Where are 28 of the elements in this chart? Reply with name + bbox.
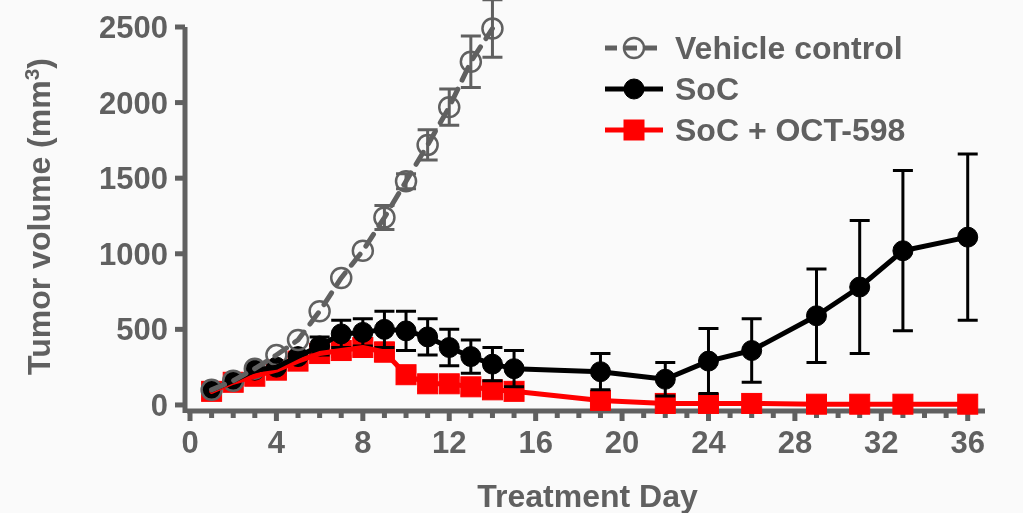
x-axis-title: Treatment Day — [477, 478, 698, 513]
legend-label: Vehicle control — [675, 30, 903, 66]
point — [329, 266, 353, 290]
y-tick-label: 2500 — [99, 10, 168, 45]
y-tick-label: 1000 — [99, 236, 168, 272]
x-tick-label: 24 — [691, 425, 727, 460]
x-tick-label: 16 — [518, 425, 553, 460]
x-tick-label: 8 — [354, 425, 372, 460]
x-tick-label: 0 — [181, 425, 199, 460]
legend-label: SoC + OCT-598 — [675, 112, 906, 148]
point — [459, 50, 483, 74]
x-tick-label: 12 — [432, 425, 467, 460]
point — [416, 133, 439, 157]
x-tick-label: 20 — [604, 425, 640, 460]
point — [437, 95, 461, 119]
point — [351, 239, 375, 262]
y-tick-label: 2000 — [99, 85, 168, 121]
y-tick-label: 1500 — [99, 161, 168, 197]
y-tick-label: 500 — [116, 312, 168, 348]
point — [308, 299, 331, 323]
point — [481, 17, 504, 40]
point — [286, 328, 310, 352]
x-tick-label: 4 — [267, 425, 286, 460]
x-tick-label: 36 — [950, 425, 985, 460]
x-tick-label: 28 — [777, 425, 813, 460]
x-tick-label: 32 — [864, 425, 899, 460]
y-tick-label: 0 — [150, 387, 168, 423]
legend-label: SoC — [675, 71, 739, 107]
